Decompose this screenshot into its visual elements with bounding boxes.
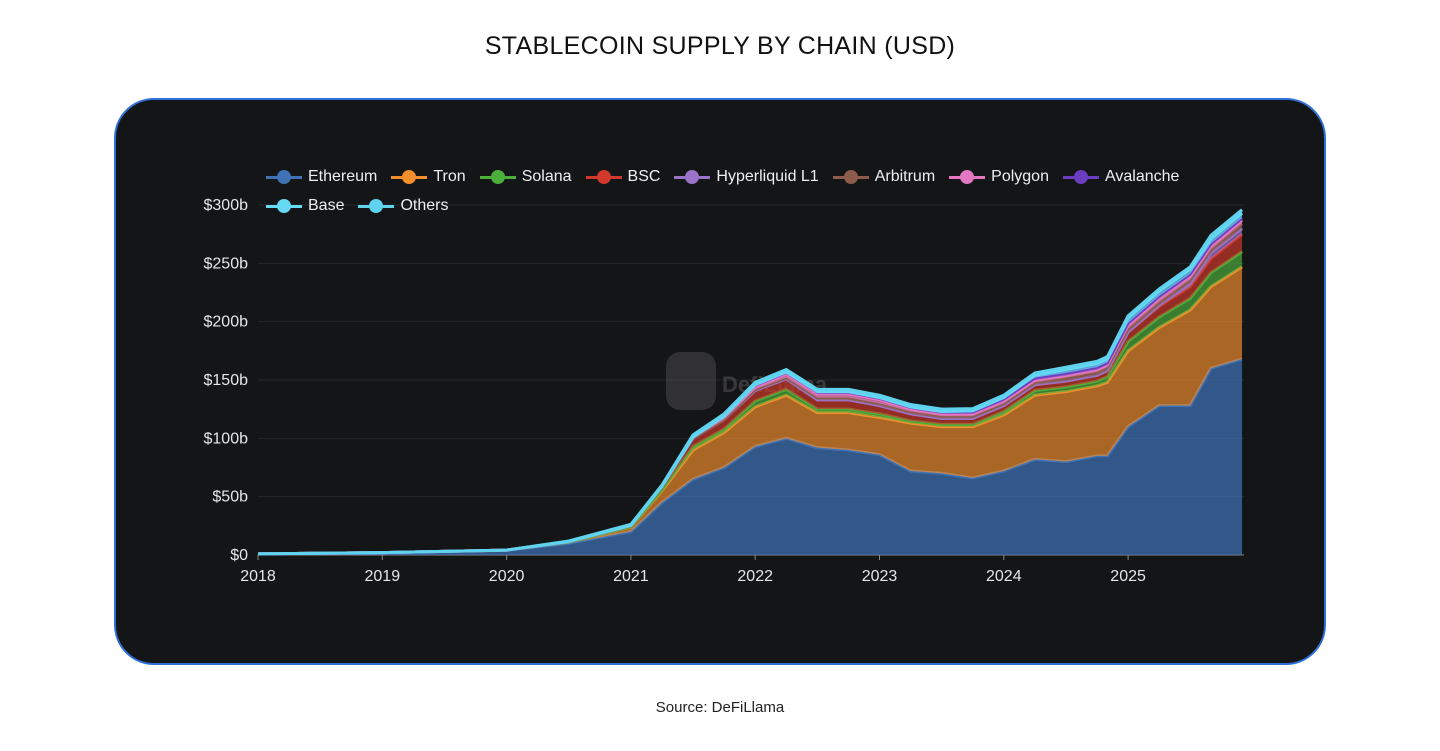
legend-label: Avalanche: [1104, 168, 1180, 185]
legend-swatch-icon: [949, 170, 986, 184]
watermark-logo: [666, 352, 716, 410]
legend-swatch-icon: [1062, 170, 1099, 184]
legend-swatch-icon: [358, 199, 395, 213]
legend-label: Polygon: [991, 168, 1049, 185]
chart-title: STABLECOIN SUPPLY BY CHAIN (USD): [484, 32, 956, 60]
legend-item-bsc[interactable]: BSC: [585, 168, 661, 186]
legend-item-others[interactable]: Others: [358, 197, 448, 215]
y-tick-label: $0: [230, 547, 248, 564]
legend-item-solana[interactable]: Solana: [479, 168, 572, 186]
legend-label: Base: [308, 197, 345, 214]
legend-label: Ethereum: [308, 168, 378, 185]
y-tick-label: $150b: [204, 372, 249, 389]
legend-swatch-icon: [266, 199, 302, 213]
x-tick-label: 2022: [737, 568, 773, 585]
legend-item-arbitrum[interactable]: Arbitrum: [832, 168, 936, 186]
legend-swatch-icon: [585, 170, 622, 184]
legend-label: Others: [400, 197, 449, 214]
legend-label: Hyperliquid L1: [716, 168, 819, 185]
y-tick-label: $100b: [204, 430, 249, 447]
legend-row-2: Base Others: [266, 197, 448, 215]
x-tick-label: 2025: [1110, 568, 1146, 585]
legend-row-1: Ethereum Tron Solana BSC Hyperliquid L1 Arbit…: [266, 168, 1179, 186]
legend-label: Tron: [433, 168, 466, 185]
legend-item-hyperliquid-l1[interactable]: Hyperliquid L1: [674, 168, 819, 186]
legend-item-tron[interactable]: Tron: [391, 168, 466, 186]
legend-item-base[interactable]: Base: [266, 197, 344, 215]
y-tick-label: $250b: [204, 255, 249, 272]
legend-item-avalanche[interactable]: Avalanche: [1062, 168, 1180, 186]
chart-card: $0 $50b $100b $150b $200b $250b $300b 2018 2019 2…: [114, 98, 1326, 665]
legend-label: Solana: [521, 168, 572, 185]
legend-swatch-icon: [479, 170, 516, 184]
x-tick-label: 2021: [613, 568, 649, 585]
stacked-area-chart: $0 $50b $100b $150b $200b $250b $300b 2018 2019 2…: [204, 197, 1244, 585]
legend-swatch-icon: [674, 170, 711, 184]
x-tick-label: 2019: [365, 568, 401, 585]
legend-swatch-icon: [391, 170, 428, 184]
area-tron: [258, 266, 1243, 554]
x-tick-label: 2020: [489, 568, 525, 585]
y-tick-label: $200b: [204, 314, 249, 331]
legend-label: BSC: [627, 168, 661, 185]
legend-swatch-icon: [832, 170, 869, 184]
legend-item-polygon[interactable]: Polygon: [949, 168, 1049, 186]
x-tick-label: 2018: [240, 568, 276, 585]
x-tick-label: 2023: [862, 568, 898, 585]
source-note: Source: DeFiLlama: [655, 699, 785, 716]
area-ethereum: [258, 359, 1243, 555]
x-tick-label: 2024: [986, 568, 1022, 585]
legend-label: Arbitrum: [874, 168, 936, 185]
legend-item-ethereum[interactable]: Ethereum: [266, 168, 377, 186]
line-others: [257, 208, 1243, 556]
y-tick-label: $50b: [212, 489, 248, 506]
legend-swatch-icon: [266, 170, 302, 184]
y-tick-label: $300b: [204, 197, 249, 214]
